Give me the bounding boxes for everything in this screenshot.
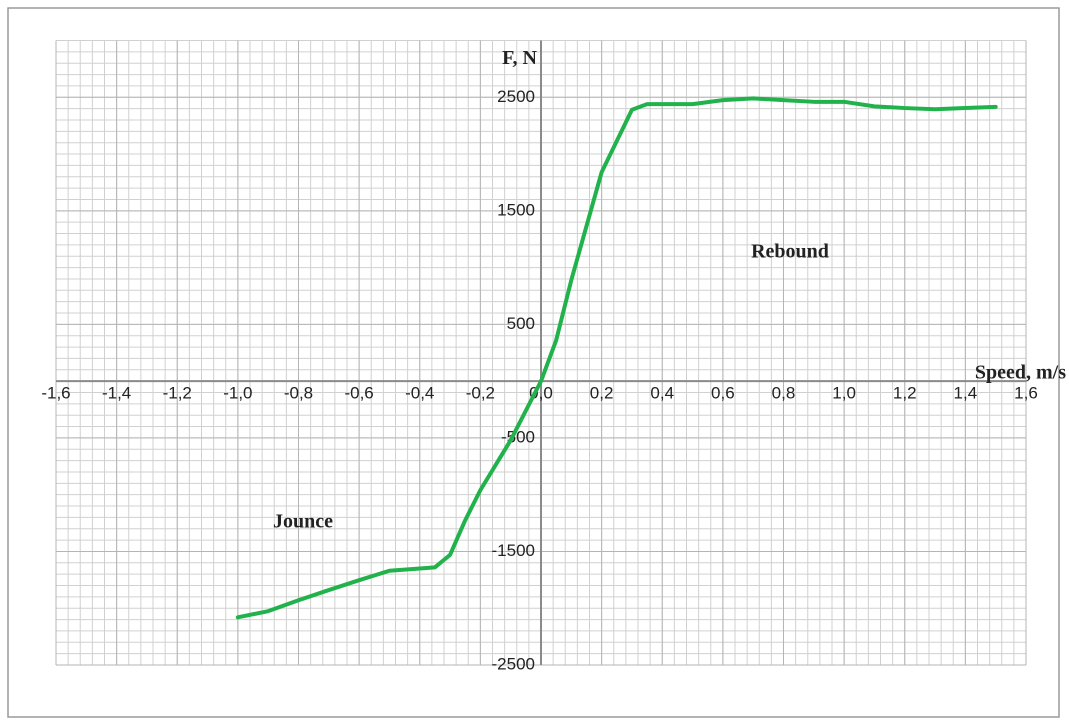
y-tick-label: 1500 — [497, 200, 535, 219]
x-tick-label: -0,8 — [284, 384, 313, 403]
x-tick-label: 0,4 — [650, 384, 674, 403]
x-tick-label: -0,6 — [344, 384, 373, 403]
x-tick-label: -1,4 — [102, 384, 131, 403]
x-tick-label: 1,6 — [1014, 384, 1038, 403]
x-tick-label: -1,2 — [163, 384, 192, 403]
y-tick-label: 2500 — [497, 87, 535, 106]
x-tick-label: -1,6 — [41, 384, 70, 403]
x-axis-label: Speed, m/s — [975, 362, 1066, 384]
annotation: Rebound — [751, 241, 829, 263]
x-tick-label: 0,2 — [590, 384, 614, 403]
y-tick-label: -2500 — [492, 654, 535, 673]
x-tick-label: 0,6 — [711, 384, 735, 403]
x-tick-label: 1,4 — [954, 384, 978, 403]
x-tick-label: 1,0 — [832, 384, 856, 403]
frame — [7, 7, 1060, 718]
x-tick-label: 0,8 — [772, 384, 796, 403]
y-tick-label: -1500 — [492, 541, 535, 560]
annotation: Jounce — [273, 511, 333, 533]
x-tick-label: -1,0 — [223, 384, 252, 403]
x-tick-label: -0,4 — [405, 384, 434, 403]
data-line — [235, 96, 998, 620]
x-tick-label: -0,2 — [466, 384, 495, 403]
x-tick-label: 1,2 — [893, 384, 917, 403]
y-axis-label: F, N — [502, 47, 537, 69]
y-tick-label: 500 — [507, 314, 535, 333]
